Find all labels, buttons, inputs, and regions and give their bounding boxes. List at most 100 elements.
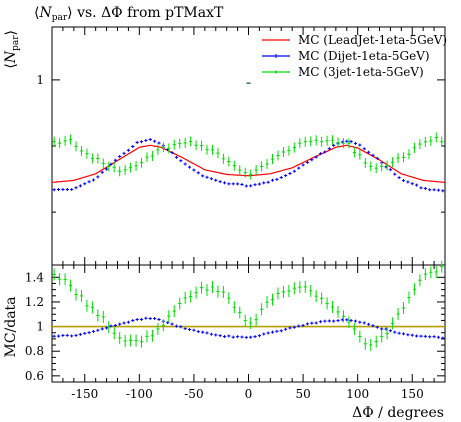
- dijet-top-point: [358, 143, 362, 147]
- threejet-ratio-point: [221, 285, 225, 298]
- threejet-top-point: [407, 149, 411, 160]
- threejet-top-point: [79, 145, 84, 156]
- dijet-top-point: [183, 162, 187, 166]
- dijet-top-point: [406, 180, 410, 184]
- dijet-top-point: [52, 188, 56, 192]
- threejet-ratio-point: [194, 286, 198, 299]
- dijet-ratio-point: [135, 317, 139, 321]
- dijet-top-point: [83, 182, 87, 186]
- threejet-top-point: [118, 166, 122, 177]
- threejet-top-point: [221, 153, 225, 164]
- threejet-ratio-point: [298, 281, 302, 294]
- dijet-ratio-point: [65, 333, 69, 337]
- dijet-ratio-point: [301, 323, 305, 327]
- threejet-ratio-point: [205, 284, 209, 297]
- dijet-top-point: [323, 150, 327, 154]
- threejet-ratio-point: [85, 299, 89, 312]
- dijet-ratio-point: [423, 334, 427, 338]
- dijet-ratio-point: [266, 331, 270, 335]
- threejet-ratio-point: [249, 317, 253, 330]
- dijet-ratio-point: [401, 332, 406, 336]
- threejet-ratio-point: [172, 305, 176, 318]
- threejet-ratio-point: [150, 329, 155, 342]
- dijet-ratio-point: [279, 329, 283, 333]
- threejet-ratio-point: [287, 284, 291, 297]
- threejet-ratio-point: [232, 301, 236, 314]
- dijet-top-point: [91, 178, 96, 182]
- x-tick-labels: -150 -100 -50 0 50 100 150: [71, 387, 423, 401]
- dijet-ratio-point: [214, 333, 218, 337]
- threejet-ratio-point: [341, 310, 346, 323]
- dijet-top-point: [371, 153, 375, 157]
- threejet-ratio-point: [134, 334, 138, 347]
- dijet-ratio-point: [432, 335, 436, 339]
- threejet-top-point: [101, 158, 105, 169]
- threejet-ratio-point: [183, 291, 187, 304]
- dijet-ratio-point: [61, 333, 65, 337]
- dijet-top-point: [257, 182, 262, 186]
- dijet-ratio-point: [187, 328, 192, 332]
- dijet-ratio-point: [157, 317, 161, 321]
- dijet-top-point: [122, 151, 126, 155]
- dijet-top-point: [131, 144, 135, 148]
- threejet-top-point: [369, 161, 373, 172]
- threejet-top-point: [276, 150, 280, 161]
- legend: MC (LeadJet-1eta-5GeV) MC (Dijet-1eta-5Ge…: [262, 33, 447, 79]
- bottom-y-tick-label: 1: [36, 320, 44, 334]
- bottom-panel-frame: [51, 264, 446, 383]
- threejet-ratio-point: [238, 306, 242, 319]
- dijet-top-point: [205, 175, 209, 179]
- dijet-ratio-point: [415, 334, 419, 338]
- dijet-ratio-point: [362, 321, 366, 325]
- dijet-ratio-point: [78, 332, 82, 336]
- dijet-top-point: [78, 184, 82, 188]
- threejet-top-point: [385, 160, 389, 171]
- dijet-ratio-point: [436, 335, 441, 339]
- threejet-top-point: [156, 144, 160, 155]
- bottom-y-tick-label: 1.4: [25, 270, 44, 284]
- threejet-top-point: [58, 138, 62, 149]
- dijet-ratio-point: [201, 330, 205, 334]
- dijet-top-point: [288, 172, 292, 176]
- dijet-ratio-point: [227, 334, 231, 338]
- threejet-ratio-point: [407, 291, 411, 304]
- threejet-top-point: [292, 142, 296, 153]
- top-panel-series: [51, 132, 446, 193]
- dijet-ratio-point: [388, 329, 393, 333]
- dijet-ratio-point: [218, 334, 222, 338]
- dijet-ratio-point: [393, 330, 397, 334]
- dijet-top-point: [196, 171, 200, 175]
- threejet-top-point: [249, 169, 253, 180]
- dijet-top-point: [240, 183, 244, 187]
- dijet-ratio-point: [257, 334, 262, 338]
- threejet-ratio-point: [401, 302, 406, 315]
- dijet-top-point: [318, 152, 323, 156]
- dijet-top-point: [253, 183, 257, 187]
- dijet-ratio-point: [297, 324, 301, 328]
- threejet-ratio-point: [167, 310, 171, 323]
- threejet-ratio-point: [156, 322, 160, 335]
- bottom-panel-series: [52, 260, 445, 351]
- bottom-y-tick-label: 0.8: [25, 344, 44, 358]
- threejet-ratio-point: [199, 281, 204, 294]
- threejet-ratio-point: [292, 282, 296, 295]
- dijet-ratio-point: [96, 328, 100, 332]
- dijet-ratio-point: [249, 335, 253, 339]
- threejet-top-point: [347, 138, 351, 149]
- dijet-ratio-point: [327, 319, 331, 323]
- bottom-y-axis-label: MC/data: [3, 296, 19, 357]
- threejet-ratio-point: [139, 335, 144, 348]
- dijet-top-point: [179, 159, 183, 163]
- threejet-ratio-point: [107, 321, 111, 334]
- dijet-ratio-point: [336, 319, 340, 323]
- dijet-ratio-point: [118, 322, 122, 326]
- dijet-top-point: [397, 176, 401, 180]
- threejet-top-point: [330, 135, 335, 146]
- threejet-ratio-point: [374, 335, 378, 348]
- dijet-top-point: [432, 188, 436, 192]
- threejet-top-point: [68, 134, 73, 145]
- threejet-top-point: [298, 138, 302, 149]
- threejet-top-point: [216, 148, 220, 159]
- threejet-top-point: [336, 137, 340, 148]
